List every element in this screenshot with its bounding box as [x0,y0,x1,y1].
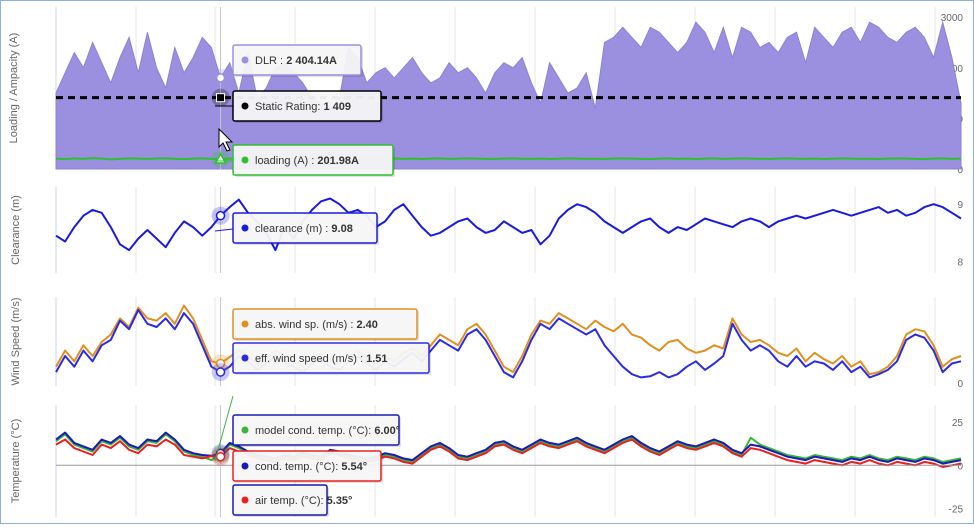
tooltip-value: 201.98A [317,155,359,167]
tooltip-value: 1 409 [323,101,351,113]
tooltip-dlr: DLR : 2 404.14A [232,44,363,77]
mouse-cursor-icon [218,127,234,152]
series-line-abs-wind-sp-m-s [55,304,962,376]
tooltip-clearance-m: clearance (m) : 9.08 [232,212,379,245]
tooltip-bullet [241,156,249,164]
tooltip-value: 9.08 [331,223,352,235]
panel-1: Loading / Ampacity (A)0100020003000 [8,7,963,176]
series-line-clearance-m [55,197,962,252]
tooltip-value: 2.40 [356,319,377,331]
tooltip-bullet [241,354,249,362]
tooltip-bullet [241,56,249,64]
tooltip-value: 1.51 [366,353,387,365]
panel-2: Clearance (m) 8 9 [10,187,963,273]
y-axis-label: Loading / Ampacity (A) [8,33,20,144]
y-tick-label: -25 [949,504,964,515]
tooltip-connector [214,228,234,232]
series-line-eff-wind-speed-m-s [55,308,962,379]
tooltip-label: cond. temp. (°C): [255,461,341,473]
tooltip-box [232,450,382,482]
tooltip-label: model cond. temp. (°C): [255,425,374,437]
y-axis-label: Clearance (m) [10,195,22,265]
series-area-dlr [55,20,962,170]
tooltip-text: DLR : 2 404.14A [255,55,337,67]
tooltip-air-temp-c: air temp. (°C): 5.35° [232,484,352,517]
tooltip-label: eff. wind speed (m/s) : [255,353,366,365]
tooltip-text: air temp. (°C): 5.35° [255,495,352,507]
hover-marker [215,367,226,377]
tooltip-connector [214,395,234,462]
y-tick-label: 8 [957,258,963,269]
tooltip-label: abs. wind sp. (m/s) : [255,319,356,331]
tooltip-box [232,144,394,176]
series-line-cond-temp-c [55,431,962,465]
tooltip-bullet [241,224,249,232]
tooltip-label: loading (A) : [255,155,317,167]
tooltip-label: air temp. (°C): [255,495,327,507]
tooltip-value: 6.00° [374,425,400,437]
y-tick-label: 3000 [941,13,964,24]
tooltip-text: eff. wind speed (m/s) : 1.51 [255,353,388,365]
tooltip-bullet [241,496,249,504]
tooltip-model-cond-temp-c: model cond. temp. (°C): 6.00° [232,414,401,447]
hover-marker [215,210,226,221]
series-line-loading-a [55,157,962,161]
series-line-model-cond-temp-c [55,433,962,463]
tooltip-label: DLR : [255,55,286,67]
tooltip-box [232,44,362,76]
hover-marker-square [216,93,226,103]
y-tick-label: 0 [957,165,963,176]
tooltip-bullet [241,102,249,110]
y-tick-label: 25 [952,418,964,429]
tooltip-bullet [241,462,249,470]
tooltip-label: clearance (m) : [255,223,331,235]
y-tick-label: 0 [957,461,963,472]
tooltip-bullet [241,320,249,328]
tooltip-static-rating: Static Rating: 1 409 [232,90,383,123]
tooltip-text: Static Rating: 1 409 [255,101,351,113]
tooltip-value: 5.35° [327,495,353,507]
y-axis-label: Wind Speed (m/s) [10,297,22,385]
tooltip-value: 5.54° [341,461,367,473]
panel-4: Temperature (°C) 25 0 -25 [10,405,963,517]
tooltip-eff-wind-speed-m-s: eff. wind speed (m/s) : 1.51 [232,342,431,375]
y-tick-label: 0 [957,379,963,390]
tooltip-cond-temp-c: cond. temp. (°C): 5.54° [232,450,383,483]
tooltip-box [232,342,430,374]
tooltip-box [232,414,400,446]
tooltip-value: 2 404.14A [286,55,337,67]
tooltip-text: loading (A) : 201.98A [255,155,359,167]
y-tick-label: 9 [957,200,963,211]
tooltip-box [232,308,418,340]
tooltip-label: Static Rating: [255,101,323,113]
tooltip-abs-wind-sp-m-s: abs. wind sp. (m/s) : 2.40 [232,308,419,341]
tooltip-box [232,212,378,244]
y-axis-label: Temperature (°C) [10,419,22,503]
tooltip-bullet [241,426,249,434]
tooltip-text: cond. temp. (°C): 5.54° [255,461,367,473]
hover-marker [215,73,226,83]
tooltip-loading-a: loading (A) : 201.98A [232,144,395,177]
panel-3: Wind Speed (m/s) 0 [10,297,963,390]
tooltip-box [232,484,328,516]
tooltip-text: model cond. temp. (°C): 6.00° [255,425,400,437]
hover-marker [215,451,226,462]
series-line-air-temp-c [55,438,962,468]
tooltip-text: clearance (m) : 9.08 [255,223,353,235]
tooltip-text: abs. wind sp. (m/s) : 2.40 [255,319,378,331]
